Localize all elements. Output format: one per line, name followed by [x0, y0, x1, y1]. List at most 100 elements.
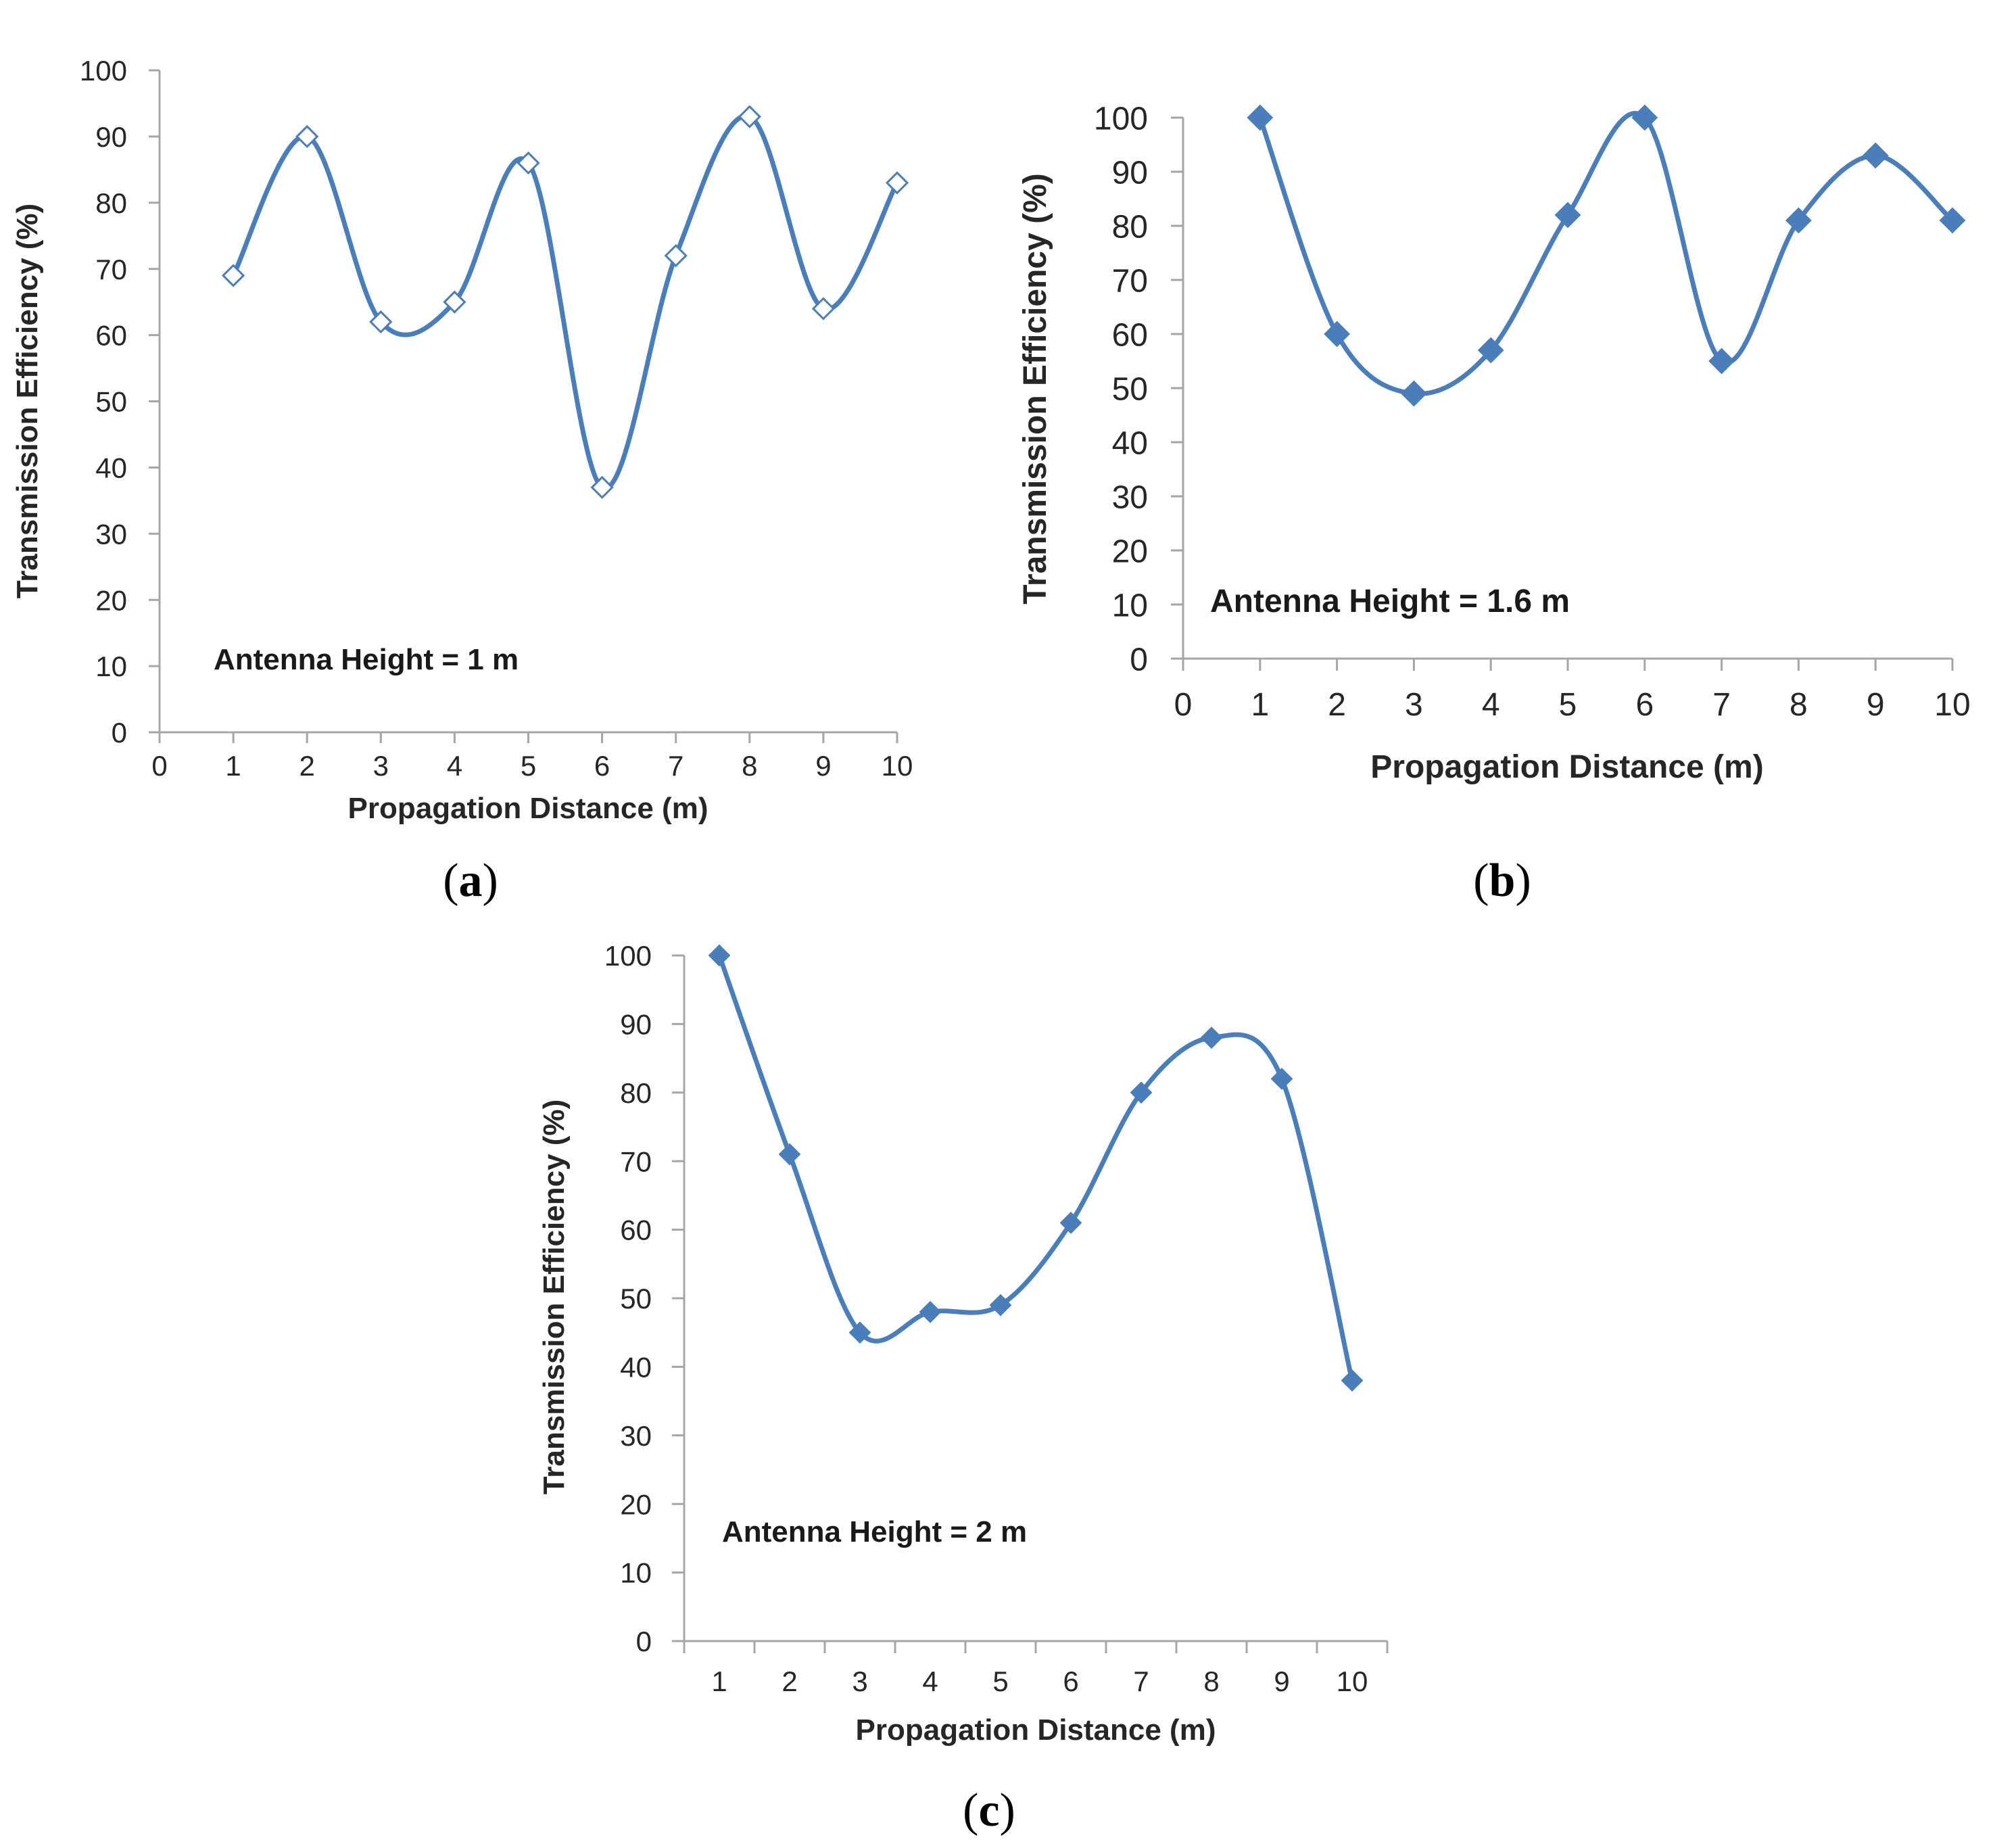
- x-tick-label: 9: [1274, 1665, 1289, 1697]
- data-point-marker: [1059, 1212, 1082, 1234]
- y-tick-label: 80: [620, 1077, 652, 1109]
- panel-label-letter: c: [978, 1784, 999, 1837]
- y-tick-label: 100: [1094, 101, 1148, 137]
- y-tick-label: 70: [620, 1145, 652, 1177]
- x-tick-label: 8: [1790, 687, 1808, 723]
- data-point-marker: [664, 243, 688, 268]
- y-tick-label: 90: [1112, 155, 1148, 191]
- y-tick-label: 50: [620, 1283, 652, 1314]
- x-axis-title: Propagation Distance (m): [856, 1713, 1216, 1747]
- data-point-marker: [221, 264, 245, 287]
- data-point-marker: [848, 1321, 871, 1344]
- y-tick-label: 30: [1112, 479, 1148, 515]
- x-tick-label: 6: [1635, 687, 1654, 723]
- x-axis-title: Propagation Distance (m): [348, 792, 709, 825]
- y-tick-label: 0: [112, 717, 127, 749]
- series-line: [1257, 111, 1955, 396]
- x-tick-label: 10: [882, 750, 913, 782]
- data-point-marker: [885, 171, 909, 195]
- y-tick-label: 60: [95, 320, 127, 352]
- y-tick-label: 50: [1112, 371, 1148, 407]
- data-point-marker: [738, 105, 761, 128]
- y-tick-label: 80: [95, 187, 127, 219]
- chart-panel-b: 0 10 20 30 40 50 60 70 80 90 100 0 1 2 3 4 5 6 7 8 9 10 Propag…: [1017, 101, 1971, 907]
- x-tick-label: 2: [1328, 687, 1346, 723]
- x-tick-label: 10: [1934, 687, 1970, 723]
- x-tick-label: 7: [1712, 687, 1731, 723]
- data-point-marker: [1324, 321, 1351, 348]
- data-point-marker: [708, 944, 731, 967]
- x-tick-label: 1: [225, 750, 241, 782]
- y-tick-label: 20: [620, 1488, 652, 1520]
- x-tick-label: 4: [447, 750, 462, 782]
- x-tick-label: 10: [1337, 1665, 1368, 1697]
- x-tick-label: 3: [1405, 687, 1423, 723]
- data-point-marker: [369, 310, 393, 334]
- y-axis-title: Transmission Efficiency (%): [537, 1099, 571, 1494]
- y-tick-label: 100: [604, 940, 652, 972]
- data-point-marker: [295, 124, 319, 149]
- x-tick-label: 5: [1559, 687, 1577, 723]
- data-point-marker: [443, 290, 466, 314]
- x-axis-title: Propagation Distance (m): [1370, 749, 1763, 785]
- y-tick-label: 70: [1112, 263, 1148, 299]
- x-tick-label: 6: [594, 750, 610, 782]
- data-point-marker: [778, 1143, 801, 1166]
- antenna-height-annotation: Antenna Height = 2 m: [722, 1515, 1027, 1548]
- x-tick-label: 3: [373, 750, 389, 782]
- y-axis-title: Transmission Efficiency (%): [11, 204, 44, 598]
- y-tick-label: 0: [1130, 642, 1148, 678]
- x-tick-label: 8: [742, 750, 757, 782]
- x-tick-label: 5: [992, 1665, 1008, 1697]
- x-tick-label: 9: [815, 750, 831, 782]
- data-point-marker: [1341, 1369, 1364, 1392]
- panel-label-letter: b: [1489, 855, 1516, 907]
- x-tick-label: 3: [852, 1665, 867, 1697]
- panel-label-b: (b): [1473, 855, 1531, 907]
- data-point-marker: [517, 151, 540, 175]
- data-point-marker: [1554, 202, 1581, 229]
- y-tick-label: 70: [95, 254, 127, 285]
- data-point-marker: [1130, 1081, 1153, 1104]
- data-point-marker: [1939, 207, 1966, 234]
- y-tick-label: 90: [95, 121, 127, 153]
- y-tick-label: 10: [95, 650, 127, 682]
- data-point-marker: [1400, 380, 1427, 407]
- panel-label-c: (c): [963, 1784, 1015, 1837]
- x-tick-label: 9: [1867, 687, 1885, 723]
- y-tick-label: 90: [620, 1009, 652, 1041]
- x-tick-label: 0: [151, 750, 167, 782]
- data-point-marker: [1862, 142, 1889, 169]
- chart-panel-a: 0 10 20 30 40 50 60 70 80 90 100 0 1 2 3 4 5 6 7 8 9 10 Propag…: [11, 55, 913, 907]
- data-point-marker: [1200, 1026, 1223, 1049]
- y-tick-label: 60: [1112, 317, 1148, 353]
- x-tick-label: 4: [922, 1665, 938, 1697]
- y-tick-label: 30: [620, 1420, 652, 1452]
- y-tick-label: 10: [1112, 588, 1148, 623]
- y-tick-label: 80: [1112, 209, 1148, 245]
- chart-panel-c: 0 10 20 30 40 50 60 70 80 90 100 1 2 3 4 5 6 7 8 9 10 Propaga…: [537, 940, 1389, 1837]
- series-line: [717, 953, 1355, 1383]
- y-tick-label: 100: [80, 55, 127, 87]
- data-point-marker: [590, 475, 614, 499]
- data-point-marker: [989, 1294, 1012, 1317]
- y-tick-label: 50: [95, 386, 127, 418]
- x-tick-label: 2: [782, 1665, 797, 1697]
- x-tick-label: 8: [1203, 1665, 1219, 1697]
- panel-label-a: (a): [443, 855, 498, 907]
- y-tick-label: 40: [1112, 425, 1148, 461]
- x-tick-label: 1: [1251, 687, 1269, 723]
- y-tick-label: 60: [620, 1214, 652, 1246]
- antenna-height-annotation: Antenna Height = 1 m: [214, 643, 519, 676]
- y-tick-label: 40: [620, 1352, 652, 1383]
- data-point-marker: [1270, 1068, 1293, 1090]
- data-point-marker: [919, 1300, 942, 1323]
- data-point-marker: [811, 297, 836, 321]
- data-point-marker: [1708, 348, 1735, 375]
- y-tick-label: 20: [1112, 534, 1148, 569]
- antenna-height-annotation: Antenna Height = 1.6 m: [1210, 584, 1570, 619]
- y-tick-label: 0: [636, 1626, 652, 1657]
- y-tick-label: 20: [95, 584, 127, 616]
- y-tick-label: 10: [620, 1557, 652, 1589]
